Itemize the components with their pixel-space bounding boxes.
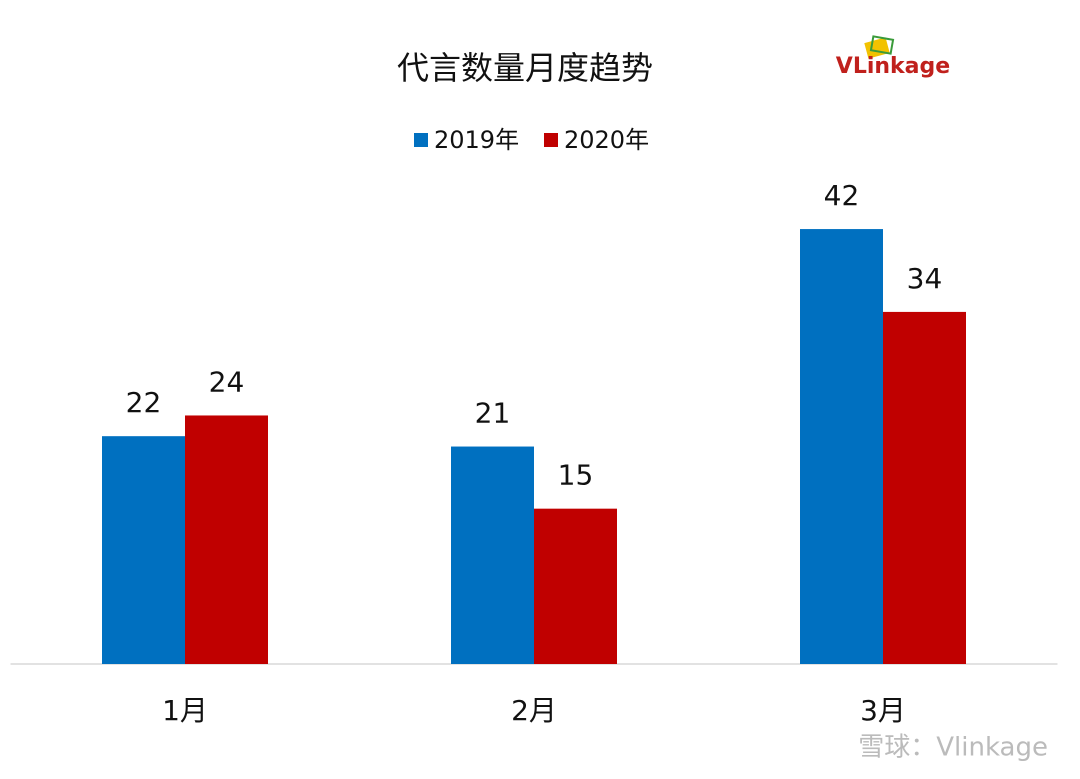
bar	[534, 508, 617, 664]
legend-label: 2020年	[564, 126, 649, 154]
data-label: 24	[209, 365, 245, 398]
data-label: 34	[907, 262, 943, 295]
chart-title: 代言数量月度趋势	[397, 49, 653, 87]
logo: VLinkage	[836, 54, 950, 79]
legend-label: 2019年	[434, 126, 519, 154]
data-label: 15	[558, 459, 594, 492]
x-tick-label: 2月	[511, 694, 557, 727]
data-label: 42	[824, 179, 860, 212]
bar	[883, 311, 966, 664]
logo-icon	[864, 35, 895, 59]
data-label: 22	[126, 386, 162, 419]
legend-swatch	[544, 133, 558, 147]
bar	[800, 229, 883, 665]
data-label: 21	[475, 397, 511, 430]
bar	[102, 436, 185, 664]
bar	[451, 446, 534, 664]
legend-swatch	[414, 133, 428, 147]
watermark: 雪球：Vlinkage	[858, 733, 1048, 763]
x-tick-label: 3月	[860, 694, 906, 727]
x-tick-label: 1月	[162, 694, 208, 727]
bar	[185, 415, 268, 664]
